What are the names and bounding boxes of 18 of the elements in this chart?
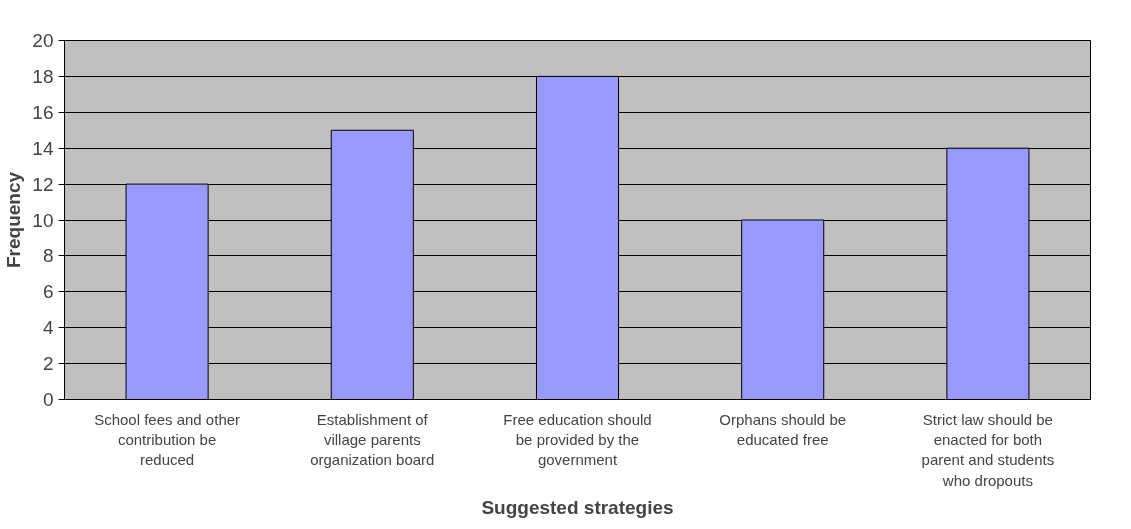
x-tick-label: Free education should be provided by the government bbox=[503, 410, 652, 469]
y-tick-label: 6 bbox=[42, 281, 54, 303]
y-tick-label: 16 bbox=[32, 101, 54, 123]
y-tick-label: 14 bbox=[32, 137, 54, 159]
y-tick-label: 18 bbox=[32, 65, 54, 87]
y-tick-label: 12 bbox=[32, 173, 54, 195]
y-tick-label: 0 bbox=[42, 389, 54, 410]
x-tick-label: Strict law should be enacted for both parent and students who dropouts bbox=[921, 410, 1055, 489]
y-tick-label: 8 bbox=[42, 245, 54, 267]
y-axis-title: Frequency bbox=[3, 171, 25, 269]
y-tick-label: 10 bbox=[32, 209, 54, 231]
x-tick-label: School fees and other contribution be reduced bbox=[94, 410, 241, 469]
x-tick-label: Establishment of village parents organization board bbox=[310, 410, 435, 469]
x-tick-label: Orphans should be educated free bbox=[719, 410, 847, 448]
y-tick-label: 4 bbox=[42, 317, 54, 339]
x-axis-title: Suggested strategies bbox=[481, 496, 674, 518]
y-tick-label: 2 bbox=[42, 353, 54, 375]
y-tick-label: 20 bbox=[32, 30, 54, 51]
